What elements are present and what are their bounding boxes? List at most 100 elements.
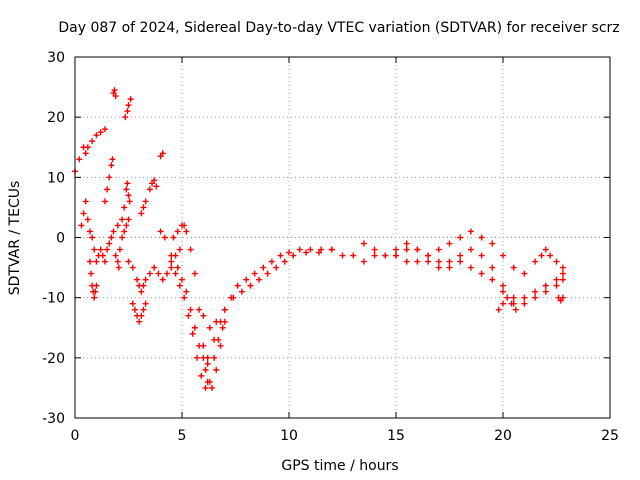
x-tick-label: 20 — [494, 428, 512, 444]
data-point — [127, 96, 134, 103]
series-track-j — [138, 198, 149, 217]
data-point — [191, 270, 198, 277]
data-point — [174, 264, 181, 271]
data-point — [181, 222, 188, 229]
data-point — [126, 198, 133, 205]
data-point — [211, 354, 218, 361]
data-point — [219, 324, 226, 331]
data-point — [114, 222, 121, 229]
data-point — [559, 276, 566, 283]
data-point — [153, 183, 160, 190]
data-point — [328, 246, 335, 253]
data-point — [136, 318, 143, 325]
data-point — [478, 270, 485, 277]
data-point — [185, 312, 192, 319]
data-point — [489, 276, 496, 283]
data-point — [142, 198, 149, 205]
data-point — [86, 258, 93, 265]
data-point — [101, 198, 108, 205]
x-tick-label: 15 — [387, 428, 405, 444]
data-point — [542, 282, 549, 289]
y-tick-label: 0 — [56, 231, 65, 247]
data-point — [146, 186, 153, 193]
data-point — [238, 288, 245, 295]
data-point — [109, 156, 116, 163]
data-point — [467, 246, 474, 253]
data-point — [435, 246, 442, 253]
data-point — [140, 282, 147, 289]
data-point — [146, 270, 153, 277]
data-point — [124, 108, 131, 115]
x-tick-label: 0 — [71, 428, 80, 444]
data-point — [170, 234, 177, 241]
data-point — [93, 132, 100, 139]
data-point — [467, 264, 474, 271]
data-point — [116, 246, 123, 253]
data-point — [557, 297, 564, 304]
data-point — [446, 264, 453, 271]
data-point — [277, 252, 284, 259]
data-point — [446, 258, 453, 265]
data-point — [159, 276, 166, 283]
data-point — [457, 252, 464, 259]
data-point — [168, 264, 175, 271]
data-point — [213, 366, 220, 373]
data-point — [122, 114, 129, 121]
data-point — [181, 294, 188, 301]
data-point — [360, 240, 367, 247]
data-point — [508, 300, 515, 307]
data-point — [500, 300, 506, 307]
data-point — [559, 264, 566, 271]
data-point — [187, 306, 194, 313]
data-point — [500, 288, 506, 295]
data-point — [140, 204, 147, 211]
data-point — [478, 234, 485, 241]
data-point — [213, 318, 220, 325]
data-point — [247, 282, 254, 289]
data-point — [134, 276, 141, 283]
data-point — [84, 216, 91, 223]
data-point — [123, 222, 130, 229]
data-point — [500, 252, 506, 259]
data-point — [168, 252, 175, 259]
data-point — [124, 180, 131, 187]
data-point — [547, 252, 554, 259]
series-track-m — [157, 228, 211, 367]
data-point — [104, 246, 111, 253]
data-point — [159, 150, 166, 157]
data-point — [371, 252, 378, 259]
data-point — [168, 258, 175, 265]
data-point — [303, 249, 310, 256]
data-point — [99, 252, 106, 259]
data-point — [510, 294, 517, 301]
data-point — [91, 246, 98, 253]
data-point — [121, 204, 128, 211]
data-point — [125, 102, 132, 109]
data-point — [290, 252, 297, 259]
x-tick-label: 25 — [601, 428, 619, 444]
data-point — [307, 246, 314, 253]
data-point — [110, 90, 117, 97]
data-point — [129, 264, 136, 271]
data-point — [174, 228, 181, 235]
series-track-s — [360, 240, 566, 301]
series-track-g — [122, 96, 134, 121]
data-point — [315, 249, 322, 256]
data-point — [112, 252, 119, 259]
data-point — [183, 228, 190, 235]
data-point — [478, 252, 485, 259]
data-point — [91, 294, 98, 301]
data-point — [286, 249, 292, 256]
data-point — [129, 300, 136, 307]
data-point — [138, 288, 145, 295]
data-point — [93, 282, 100, 289]
data-point — [157, 153, 164, 160]
data-point — [457, 234, 464, 241]
data-point — [495, 306, 502, 313]
data-point — [208, 384, 215, 391]
data-point — [512, 306, 519, 313]
data-point — [119, 234, 126, 241]
data-point — [200, 342, 207, 349]
